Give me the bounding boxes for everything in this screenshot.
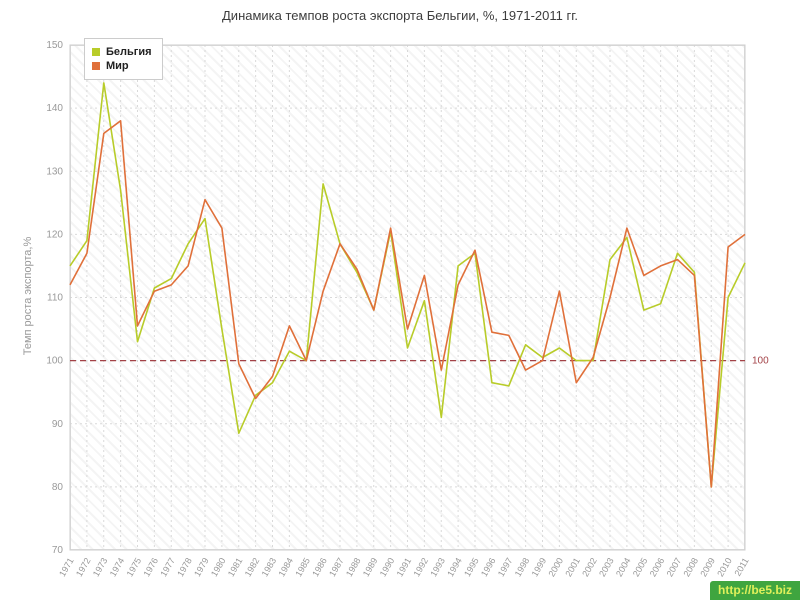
- y-tick-label: 110: [47, 293, 63, 304]
- y-tick-label: 70: [52, 545, 64, 556]
- x-tick-label: 2011: [732, 556, 750, 578]
- belgium-series-swatch: [92, 48, 100, 56]
- x-tick-label: 1996: [479, 556, 498, 578]
- x-tick-label: 1973: [91, 556, 110, 578]
- y-tick-label: 150: [46, 40, 63, 51]
- x-tick-label: 2005: [631, 556, 650, 578]
- x-tick-label: 1991: [395, 556, 414, 578]
- legend: Бельгия Мир: [84, 38, 163, 80]
- x-tick-label: 1992: [411, 556, 430, 578]
- x-tick-label: 1990: [378, 556, 397, 578]
- x-tick-label: 1971: [57, 556, 76, 578]
- y-tick-label: 140: [46, 103, 63, 114]
- x-tick-label: 1983: [260, 556, 279, 578]
- x-tick-label: 1998: [513, 556, 532, 578]
- x-tick-label: 1995: [462, 556, 481, 578]
- x-tick-label: 1987: [327, 556, 346, 578]
- y-tick-label: 90: [52, 419, 64, 430]
- x-tick-label: 2009: [698, 556, 717, 578]
- x-tick-label: 2006: [648, 556, 667, 578]
- x-tick-label: 2002: [580, 556, 599, 578]
- x-tick-label: 2001: [563, 556, 582, 578]
- x-tick-label: 1982: [243, 556, 262, 578]
- x-tick-label: 1977: [158, 556, 177, 578]
- x-tick-label: 2010: [715, 556, 734, 578]
- x-tick-label: 2008: [681, 556, 700, 578]
- y-tick-label: 100: [46, 356, 63, 367]
- series-line-0[interactable]: [69, 82, 746, 488]
- x-tick-label: 1979: [192, 556, 211, 578]
- series-line-1[interactable]: [69, 120, 746, 488]
- reference-line-label: 100: [752, 356, 769, 367]
- y-tick-label: 130: [46, 166, 63, 177]
- x-tick-label: 1972: [74, 556, 93, 578]
- y-tick-label: 80: [52, 482, 64, 493]
- x-tick-label: 1976: [141, 556, 160, 578]
- x-tick-label: 1980: [209, 556, 228, 578]
- legend-item-world[interactable]: Мир: [92, 60, 152, 72]
- legend-label-world: Мир: [106, 60, 129, 72]
- legend-label-belgium: Бельгия: [106, 46, 152, 58]
- x-tick-label: 1978: [175, 556, 194, 578]
- x-tick-label: 1975: [125, 556, 144, 578]
- x-tick-label: 1986: [310, 556, 329, 578]
- x-tick-label: 1994: [445, 556, 464, 578]
- x-tick-label: 2000: [546, 556, 565, 578]
- legend-item-belgium[interactable]: Бельгия: [92, 46, 152, 58]
- x-tick-label: 1993: [428, 556, 447, 578]
- y-tick-label: 120: [46, 229, 63, 240]
- x-tick-label: 2003: [597, 556, 616, 578]
- plot-border: [69, 44, 746, 551]
- x-tick-label: 1988: [344, 556, 363, 578]
- x-tick-label: 1985: [293, 556, 312, 578]
- x-tick-label: 2004: [614, 556, 633, 578]
- x-tick-label: 1984: [276, 556, 295, 578]
- world-series-swatch: [92, 62, 100, 70]
- x-tick-label: 1989: [361, 556, 380, 578]
- x-tick-label: 1999: [530, 556, 549, 578]
- x-tick-label: 1997: [496, 556, 515, 578]
- chart-title: Динамика темпов роста экспорта Бельгии, …: [222, 8, 578, 23]
- x-tick-label: 2007: [665, 556, 684, 578]
- watermark-link[interactable]: http://be5.biz: [710, 581, 800, 600]
- x-tick-label: 1974: [108, 556, 127, 578]
- x-tick-label: 1981: [226, 556, 245, 578]
